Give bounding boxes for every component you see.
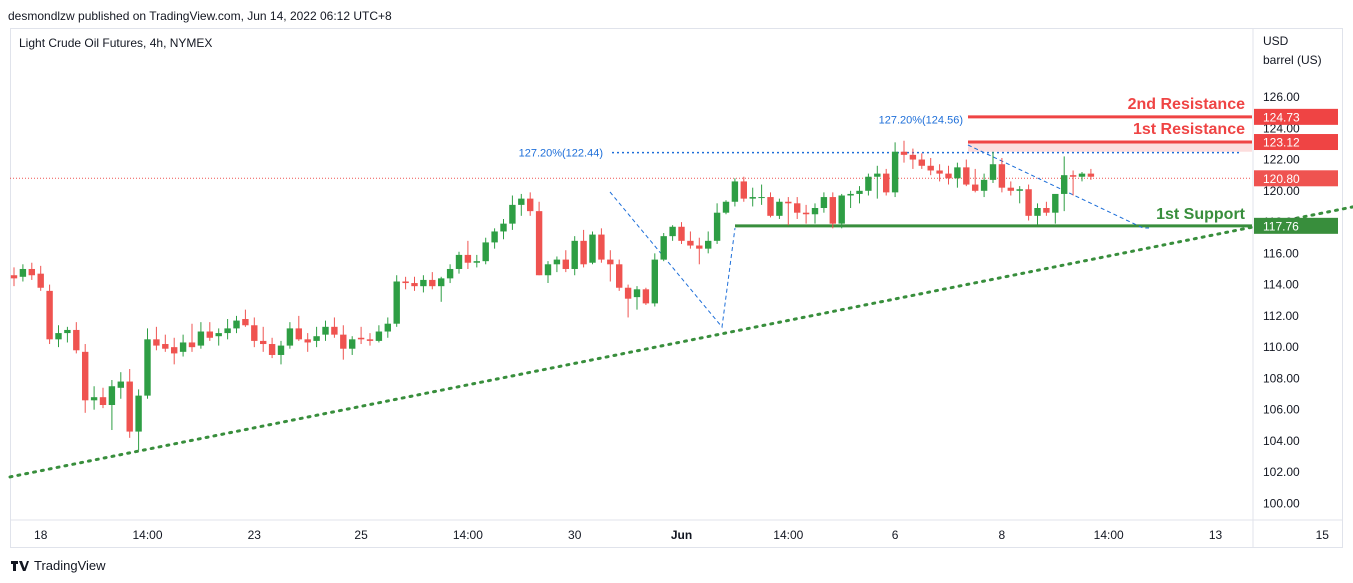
tradingview-footer[interactable]: TradingView: [11, 558, 106, 573]
symbol-title[interactable]: Light Crude Oil Futures, 4h, NYMEX: [19, 36, 213, 50]
tradingview-brand-label: TradingView: [34, 558, 106, 573]
publisher-header: desmondlzw published on TradingView.com,…: [8, 9, 392, 23]
chart-frame: [10, 28, 1343, 548]
tradingview-logo-icon: [11, 560, 29, 571]
